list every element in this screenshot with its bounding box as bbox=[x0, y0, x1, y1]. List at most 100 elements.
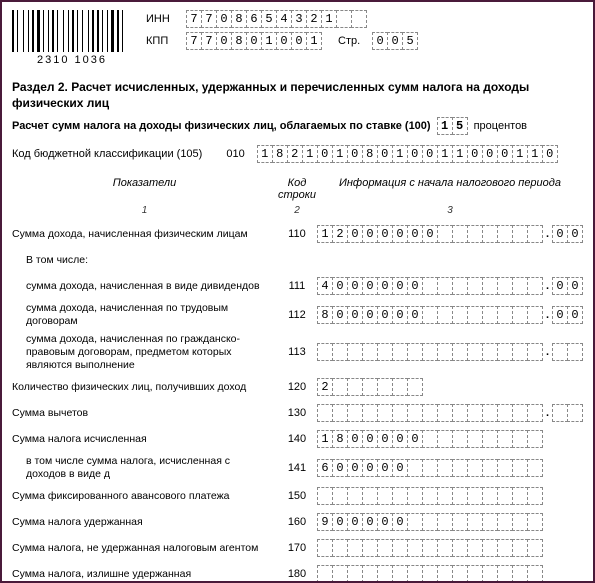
cell: 1 bbox=[317, 430, 333, 448]
cell bbox=[452, 306, 468, 324]
cell bbox=[452, 430, 468, 448]
row-value bbox=[317, 539, 583, 557]
cell bbox=[482, 565, 498, 583]
int-cells: 600000 bbox=[317, 459, 543, 477]
barcode-block: 2310 1036 bbox=[12, 10, 132, 66]
cell: 1 bbox=[321, 10, 337, 28]
cell: 0 bbox=[542, 145, 558, 163]
cell: 1 bbox=[317, 225, 333, 243]
cell bbox=[336, 10, 352, 28]
cell bbox=[332, 404, 348, 422]
sub2: 2 bbox=[277, 205, 317, 216]
cell bbox=[317, 404, 333, 422]
cell: 0 bbox=[347, 277, 363, 295]
cell bbox=[527, 277, 543, 295]
cell: 0 bbox=[392, 277, 408, 295]
cell bbox=[467, 565, 483, 583]
cell: 0 bbox=[377, 277, 393, 295]
int-cells bbox=[317, 343, 543, 361]
row-code: 141 bbox=[277, 462, 317, 474]
cell: 0 bbox=[347, 513, 363, 531]
cell: 1 bbox=[527, 145, 543, 163]
cell: 0 bbox=[377, 306, 393, 324]
cell bbox=[467, 513, 483, 531]
int-cells: 1800000 bbox=[317, 430, 543, 448]
cell bbox=[482, 430, 498, 448]
kbk-code-label: 010 bbox=[226, 148, 244, 160]
cell bbox=[437, 277, 453, 295]
inn-row: ИНН 7708654321 bbox=[146, 10, 583, 28]
cell bbox=[332, 487, 348, 505]
cell bbox=[467, 225, 483, 243]
cell bbox=[362, 404, 378, 422]
cell bbox=[422, 404, 438, 422]
cell bbox=[482, 225, 498, 243]
row-label: сумма дохода, начисленная в виде дивиден… bbox=[12, 280, 277, 293]
cell: 0 bbox=[246, 32, 262, 50]
cell bbox=[497, 306, 513, 324]
cell bbox=[332, 343, 348, 361]
cell bbox=[512, 225, 528, 243]
cell bbox=[362, 565, 378, 583]
cell bbox=[377, 539, 393, 557]
cell: 0 bbox=[377, 430, 393, 448]
cell bbox=[422, 459, 438, 477]
cell bbox=[527, 539, 543, 557]
row-code: 120 bbox=[277, 381, 317, 393]
cell: 1 bbox=[437, 145, 453, 163]
cell: 7 bbox=[186, 10, 202, 28]
cell bbox=[527, 459, 543, 477]
cell: 0 bbox=[347, 430, 363, 448]
dec-cells: 00 bbox=[552, 306, 583, 324]
cell: 7 bbox=[201, 10, 217, 28]
cell bbox=[497, 459, 513, 477]
cell bbox=[362, 378, 378, 396]
cell bbox=[482, 343, 498, 361]
row-value: 900000 bbox=[317, 513, 583, 531]
decimal-dot: . bbox=[546, 309, 549, 321]
cell: 0 bbox=[362, 277, 378, 295]
int-cells: 12000000 bbox=[317, 225, 543, 243]
cell bbox=[567, 404, 583, 422]
cell bbox=[437, 430, 453, 448]
row-label: в том числе сумма налога, исчисленная с … bbox=[12, 455, 277, 480]
cell bbox=[392, 565, 408, 583]
row-value bbox=[317, 487, 583, 505]
cell bbox=[407, 487, 423, 505]
cell bbox=[437, 565, 453, 583]
cell: 0 bbox=[497, 145, 513, 163]
cell bbox=[347, 539, 363, 557]
cell bbox=[332, 378, 348, 396]
cell bbox=[497, 277, 513, 295]
cell: 0 bbox=[392, 225, 408, 243]
cell: 0 bbox=[347, 306, 363, 324]
cell bbox=[377, 565, 393, 583]
tax-form-page: 2310 1036 ИНН 7708654321 КПП 770801001 С… bbox=[0, 0, 595, 583]
cell bbox=[527, 430, 543, 448]
cell: 0 bbox=[407, 306, 423, 324]
cell: 5 bbox=[261, 10, 277, 28]
str-cells: 005 bbox=[372, 32, 418, 50]
cell bbox=[482, 306, 498, 324]
row-label: сумма дохода, начисленная по трудовым до… bbox=[12, 302, 277, 327]
cell bbox=[452, 343, 468, 361]
cell bbox=[347, 378, 363, 396]
cell: 0 bbox=[407, 225, 423, 243]
cell bbox=[377, 487, 393, 505]
cell bbox=[422, 513, 438, 531]
cell: 0 bbox=[567, 306, 583, 324]
cell bbox=[482, 487, 498, 505]
cell: 1 bbox=[512, 145, 528, 163]
cell bbox=[467, 487, 483, 505]
row-value bbox=[317, 565, 583, 583]
cell bbox=[467, 539, 483, 557]
row-label: Сумма налога исчисленная bbox=[12, 433, 277, 446]
sub1: 1 bbox=[12, 205, 277, 216]
cell bbox=[317, 487, 333, 505]
cell bbox=[527, 225, 543, 243]
row-code: 140 bbox=[277, 433, 317, 445]
cell bbox=[497, 513, 513, 531]
cell bbox=[407, 513, 423, 531]
cell: 0 bbox=[387, 32, 403, 50]
cell bbox=[452, 277, 468, 295]
